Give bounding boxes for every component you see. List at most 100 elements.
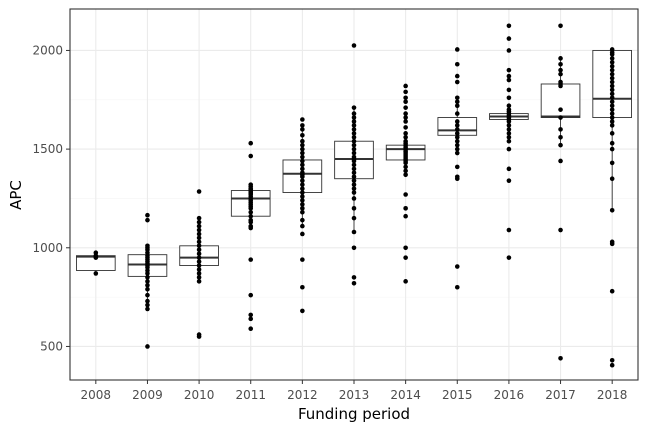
data-point	[351, 134, 357, 140]
data-point	[506, 134, 512, 140]
data-point	[609, 75, 615, 81]
data-point	[248, 316, 254, 322]
data-point	[196, 189, 202, 194]
data-point	[403, 213, 408, 219]
data-point	[248, 206, 254, 211]
data-point	[506, 103, 512, 108]
data-point	[93, 255, 99, 260]
data-point	[196, 263, 202, 268]
data-point	[609, 119, 615, 124]
data-point	[196, 231, 202, 237]
data-point	[145, 282, 150, 288]
data-point	[609, 115, 615, 120]
data-point	[351, 43, 357, 48]
data-point	[351, 174, 357, 180]
data-point	[300, 186, 305, 191]
data-point	[351, 131, 357, 136]
data-point	[609, 52, 615, 57]
data-point	[351, 138, 357, 144]
x-tick-label: 2018	[597, 388, 628, 402]
data-point	[558, 83, 563, 89]
data-point	[145, 275, 150, 280]
data-point	[454, 164, 460, 170]
data-point	[351, 105, 357, 110]
data-point	[248, 326, 254, 331]
data-point	[609, 83, 615, 89]
box-2017	[540, 58, 581, 146]
data-point	[300, 257, 305, 262]
data-point	[248, 140, 254, 146]
data-point	[196, 259, 202, 264]
y-tick-label: 1000	[32, 241, 63, 255]
data-point	[351, 111, 357, 116]
data-point	[558, 56, 563, 61]
data-point	[196, 271, 202, 276]
data-point	[609, 288, 615, 294]
data-point	[558, 107, 563, 112]
data-point	[300, 150, 305, 156]
data-point	[145, 279, 150, 284]
data-point	[506, 227, 512, 233]
data-point	[300, 123, 305, 128]
x-tick-label: 2014	[390, 388, 421, 402]
data-point	[351, 186, 357, 191]
data-point	[506, 127, 512, 132]
data-point	[145, 292, 150, 298]
data-point	[454, 264, 460, 269]
data-point	[300, 206, 305, 211]
data-point	[300, 166, 305, 172]
data-point	[196, 215, 202, 221]
data-point	[454, 146, 460, 152]
data-point	[403, 83, 408, 89]
data-point	[351, 215, 357, 221]
data-point	[609, 123, 615, 128]
data-point	[454, 47, 460, 52]
data-point	[609, 140, 615, 146]
data-point	[248, 312, 254, 318]
data-point	[454, 142, 460, 148]
data-point	[454, 99, 460, 105]
data-point	[506, 166, 512, 172]
data-point	[558, 61, 563, 67]
data-point	[454, 176, 460, 182]
data-point	[454, 134, 460, 140]
data-point	[300, 231, 305, 237]
data-point	[609, 362, 615, 368]
data-point	[351, 166, 357, 172]
data-point	[403, 164, 408, 170]
data-point	[300, 202, 305, 207]
data-point	[351, 206, 357, 211]
data-point	[403, 160, 408, 166]
data-point	[558, 71, 563, 77]
data-point	[403, 89, 408, 95]
y-tick-label: 2000	[32, 43, 63, 57]
data-point	[558, 67, 563, 73]
data-point	[609, 63, 615, 69]
x-tick-label: 2009	[132, 388, 163, 402]
data-point	[454, 79, 460, 85]
data-point	[558, 227, 563, 233]
data-point	[609, 241, 615, 247]
x-tick-label: 2012	[287, 388, 318, 402]
data-point	[609, 95, 615, 101]
data-point	[506, 131, 512, 136]
data-point	[454, 284, 460, 290]
data-point	[300, 117, 305, 122]
data-point	[196, 219, 202, 225]
data-point	[454, 138, 460, 144]
data-point	[196, 243, 202, 249]
data-point	[403, 255, 408, 260]
data-point	[300, 223, 305, 229]
data-point	[609, 111, 615, 116]
data-point	[403, 131, 408, 136]
data-point	[351, 162, 357, 168]
data-point	[300, 127, 305, 132]
data-point	[351, 229, 357, 235]
data-point	[403, 95, 408, 101]
data-point	[145, 271, 150, 276]
data-point	[609, 87, 615, 93]
data-point	[351, 127, 357, 132]
data-point	[558, 134, 563, 140]
data-point	[93, 271, 99, 276]
